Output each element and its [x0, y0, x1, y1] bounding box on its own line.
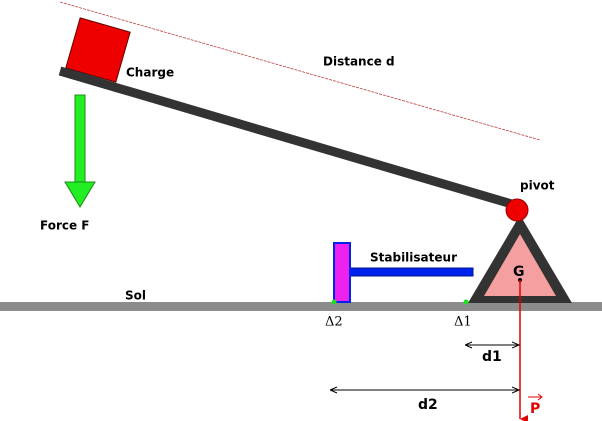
load-box — [65, 17, 131, 83]
delta2-label: Δ2 — [325, 315, 343, 330]
pivot — [505, 198, 529, 222]
delta1-label: Δ1 — [454, 315, 472, 330]
stabiliser-arm — [344, 267, 474, 277]
d2-label: d2 — [418, 397, 438, 413]
p-label: P — [530, 401, 540, 417]
force-label: Force F — [40, 219, 90, 233]
stabilisateur-label: Stabilisateur — [370, 251, 457, 265]
pivot-label: pivot — [520, 179, 555, 193]
force-arrow-head — [64, 181, 96, 208]
support-inner — [484, 234, 556, 296]
distance-label: Distance d — [323, 55, 395, 69]
ground — [0, 302, 602, 311]
charge-label: Charge — [126, 66, 174, 80]
sol-label: Sol — [125, 289, 146, 303]
p-vector-arrow — [537, 393, 543, 401]
d1-label: d1 — [482, 349, 502, 365]
g-label: G — [513, 264, 525, 280]
stabiliser-foot — [333, 242, 351, 303]
distance-line — [59, 1, 541, 141]
contact-point-1 — [463, 299, 469, 305]
force-arrow-shaft — [74, 94, 86, 183]
contact-point-2 — [331, 299, 337, 305]
beam — [58, 66, 517, 210]
